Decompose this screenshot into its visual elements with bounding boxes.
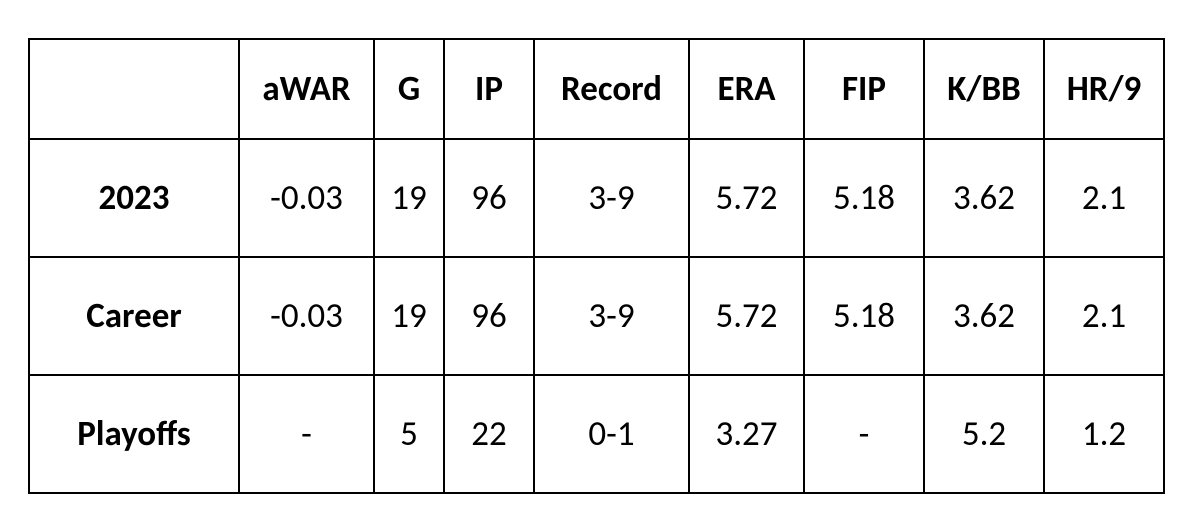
cell-kbb: 5.2 <box>924 375 1044 493</box>
cell-hr9: 2.1 <box>1044 257 1164 375</box>
cell-record: 3-9 <box>534 139 689 257</box>
cell-era: 5.72 <box>689 139 804 257</box>
cell-awar: - <box>239 375 374 493</box>
cell-g: 19 <box>374 257 444 375</box>
column-header-awar: aWAR <box>239 39 374 139</box>
column-header-fip: FIP <box>804 39 924 139</box>
column-header-kbb: K/BB <box>924 39 1044 139</box>
row-label: Career <box>29 257 239 375</box>
column-header-record: Record <box>534 39 689 139</box>
cell-hr9: 1.2 <box>1044 375 1164 493</box>
column-header-ip: IP <box>444 39 534 139</box>
stats-table: aWAR G IP Record ERA FIP K/BB HR/9 2023 … <box>28 38 1165 494</box>
cell-fip: - <box>804 375 924 493</box>
column-header-g: G <box>374 39 444 139</box>
cell-awar: -0.03 <box>239 139 374 257</box>
table-row: 2023 -0.03 19 96 3-9 5.72 5.18 3.62 2.1 <box>29 139 1164 257</box>
cell-hr9: 2.1 <box>1044 139 1164 257</box>
row-label: Playoffs <box>29 375 239 493</box>
cell-kbb: 3.62 <box>924 139 1044 257</box>
cell-record: 0-1 <box>534 375 689 493</box>
column-header-hr9: HR/9 <box>1044 39 1164 139</box>
cell-fip: 5.18 <box>804 257 924 375</box>
cell-kbb: 3.62 <box>924 257 1044 375</box>
cell-g: 5 <box>374 375 444 493</box>
table-row: Career -0.03 19 96 3-9 5.72 5.18 3.62 2.… <box>29 257 1164 375</box>
cell-era: 5.72 <box>689 257 804 375</box>
cell-g: 19 <box>374 139 444 257</box>
table-header-row: aWAR G IP Record ERA FIP K/BB HR/9 <box>29 39 1164 139</box>
cell-fip: 5.18 <box>804 139 924 257</box>
row-label-header <box>29 39 239 139</box>
cell-ip: 96 <box>444 139 534 257</box>
table-row: Playoffs - 5 22 0-1 3.27 - 5.2 1.2 <box>29 375 1164 493</box>
cell-era: 3.27 <box>689 375 804 493</box>
cell-record: 3-9 <box>534 257 689 375</box>
cell-ip: 96 <box>444 257 534 375</box>
row-label: 2023 <box>29 139 239 257</box>
column-header-era: ERA <box>689 39 804 139</box>
cell-awar: -0.03 <box>239 257 374 375</box>
cell-ip: 22 <box>444 375 534 493</box>
